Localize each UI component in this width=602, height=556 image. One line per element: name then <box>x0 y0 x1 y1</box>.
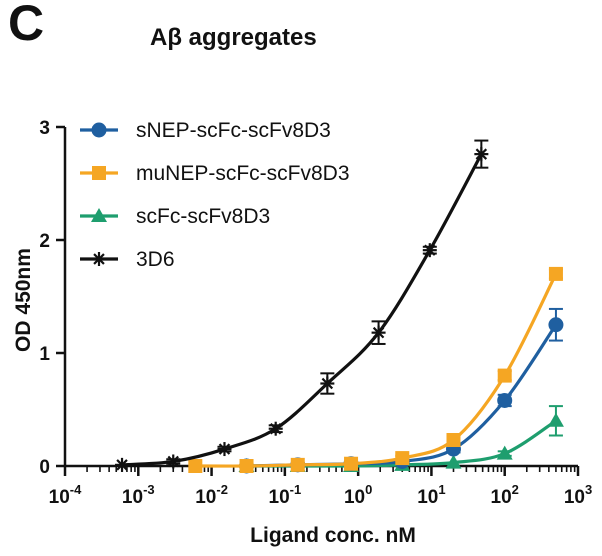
data-point <box>548 317 564 333</box>
legend-entry: sNEP-scFc-scFv8D3 <box>80 119 331 142</box>
legend-marker <box>91 208 107 222</box>
data-point <box>422 243 437 258</box>
data-point <box>290 457 305 472</box>
data-point <box>344 456 359 471</box>
panel-letter: C <box>8 0 45 51</box>
data-point <box>496 445 513 460</box>
x-tick-label: 103 <box>564 482 592 508</box>
legend-marker <box>91 122 107 138</box>
y-axis-title: OD 450nm <box>12 248 35 352</box>
data-point <box>395 451 410 466</box>
data-point <box>547 412 564 427</box>
series-layer <box>115 139 564 474</box>
x-tick-label: 100 <box>344 482 372 508</box>
series-1 <box>188 266 563 473</box>
y-tick-label: 2 <box>39 231 50 252</box>
x-tick-label: 10-2 <box>195 482 228 508</box>
legend-marker <box>92 252 106 266</box>
legend-entry: muNEP-scFc-scFv8D3 <box>80 162 350 185</box>
data-point <box>497 368 512 383</box>
data-point <box>268 421 283 436</box>
legend-label: muNEP-scFc-scFv8D3 <box>136 162 350 185</box>
x-tick-label: 10-4 <box>49 482 82 508</box>
data-point <box>239 459 254 473</box>
data-point <box>217 442 232 457</box>
legend: sNEP-scFc-scFv8D3 muNEP-scFc-scFv8D3 scFc-… <box>80 119 350 271</box>
chart-title: Aβ aggregates <box>150 24 317 51</box>
legend-marker <box>92 166 106 180</box>
data-point <box>188 459 203 473</box>
data-point <box>371 325 386 340</box>
data-point <box>548 266 563 281</box>
legend-entry: 3D6 <box>80 248 175 271</box>
x-axis-title: Ligand conc. nM <box>250 524 416 547</box>
legend-entry: scFc-scFv8D3 <box>80 205 270 228</box>
data-point <box>445 454 462 469</box>
data-point <box>166 454 181 469</box>
data-point <box>497 392 513 408</box>
ticks: 0 1 2 3 10-4 10-3 10-2 10-1 100 101 102 103 <box>39 118 592 508</box>
legend-label: sNEP-scFc-scFv8D3 <box>136 119 331 142</box>
x-tick-label: 101 <box>417 482 445 508</box>
y-tick-label: 1 <box>39 344 50 365</box>
legend-label: scFc-scFv8D3 <box>136 205 270 228</box>
series-3 <box>115 139 489 472</box>
x-tick-label: 10-1 <box>269 482 302 508</box>
data-point <box>446 433 461 448</box>
series-line <box>120 152 483 467</box>
x-tick-label: 102 <box>491 482 519 508</box>
data-point <box>320 376 335 391</box>
data-point <box>474 147 489 162</box>
legend-label: 3D6 <box>136 248 175 271</box>
x-tick-label: 10-3 <box>122 482 155 508</box>
data-point <box>115 457 130 472</box>
y-tick-label: 0 <box>39 457 50 478</box>
y-tick-label: 3 <box>39 118 50 139</box>
